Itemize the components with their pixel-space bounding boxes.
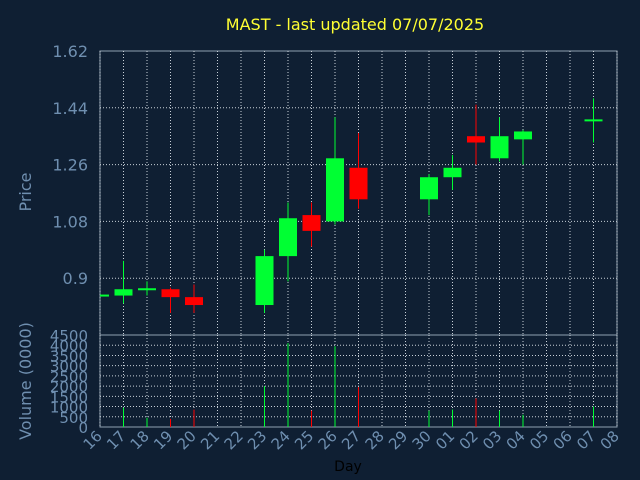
price-tick-label: 1.62 — [52, 42, 88, 61]
chart-title: MAST - last updated 07/07/2025 — [226, 15, 484, 34]
x-tick-label: 22 — [221, 427, 247, 453]
volume-tick-label: 1500 — [50, 388, 88, 406]
volume-tick-label: 4500 — [50, 327, 88, 345]
price-tick-label: 0.9 — [63, 269, 88, 288]
candle-body-04 — [514, 131, 532, 140]
candle-body-01 — [443, 167, 462, 178]
price-tick-label: 1.26 — [52, 156, 88, 175]
x-tick-label: 19 — [150, 427, 176, 453]
candle-body-19 — [161, 289, 180, 298]
x-axis-label: Day — [334, 459, 362, 475]
x-axis: 1617181920212223242526272829300102030405… — [80, 427, 623, 453]
price-tick-label: 1.08 — [52, 212, 88, 231]
x-tick-label: 08 — [597, 427, 623, 453]
price-axis-label: Price — [16, 172, 35, 211]
x-tick-label: 29 — [385, 427, 411, 453]
x-tick-label: 30 — [409, 427, 435, 453]
candle-body-27 — [349, 167, 368, 200]
x-tick-label: 23 — [244, 427, 270, 453]
candle-body-02 — [467, 136, 485, 143]
x-tick-label: 20 — [174, 427, 200, 453]
volume-tick-label: 4000 — [50, 337, 88, 355]
candle-body-03 — [490, 136, 509, 159]
x-tick-label: 17 — [103, 427, 129, 453]
x-tick-label: 05 — [526, 427, 552, 453]
price-tick-label: 1.44 — [52, 99, 88, 118]
x-tick-label: 24 — [268, 427, 294, 453]
x-tick-label: 07 — [573, 427, 599, 453]
volume-tick-label: 3000 — [50, 358, 88, 376]
candle-body-23 — [255, 256, 274, 306]
volume-axis-label: Volume (0000) — [16, 322, 35, 440]
x-tick-label: 01 — [432, 427, 458, 453]
x-tick-label: 21 — [197, 427, 223, 453]
x-tick-label: 02 — [456, 427, 482, 453]
volume-tick-label: 1000 — [50, 399, 88, 417]
x-tick-label: 04 — [503, 427, 529, 453]
volume-tick-label: 2000 — [50, 378, 88, 396]
x-tick-label: 27 — [338, 427, 364, 453]
candle-body-24 — [279, 218, 297, 257]
x-tick-label: 26 — [315, 427, 341, 453]
x-tick-label: 03 — [479, 427, 505, 453]
x-tick-label: 25 — [291, 427, 317, 453]
candle-body-26 — [326, 158, 344, 222]
x-tick-label: 06 — [550, 427, 576, 453]
x-tick-label: 28 — [362, 427, 388, 453]
candle-body-25 — [302, 215, 321, 231]
candle-body-20 — [185, 297, 203, 306]
x-tick-label: 18 — [127, 427, 153, 453]
volume-tick-label: 0 — [78, 419, 88, 437]
price-panel: 0.9 1.08 1.26 1.44 1.62 — [52, 42, 618, 336]
candle-body-30 — [420, 177, 438, 200]
volume-tick-label: 2500 — [50, 368, 88, 386]
volume-tick-label: 500 — [59, 409, 88, 427]
volume-tick-label: 3500 — [50, 347, 88, 365]
candle-body-17 — [114, 289, 133, 296]
